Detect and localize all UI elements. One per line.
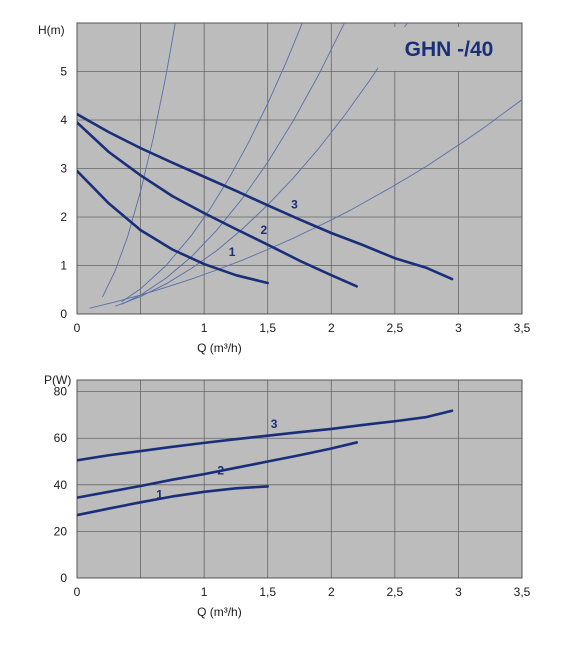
x-axis-title: Q (m³/h) (197, 605, 242, 619)
y-tick-label: 3 (60, 162, 67, 176)
curve-1 (77, 169, 270, 285)
x-tick-label: 2 (328, 321, 335, 335)
curve-2 (77, 121, 359, 288)
system-curve (114, 23, 408, 307)
plot-frame (76, 22, 523, 315)
y-tick-label: 5 (60, 65, 67, 79)
y-tick-label: 1 (60, 259, 67, 273)
x-tick-label: 3,5 (514, 321, 531, 335)
x-tick-label: 0 (74, 585, 81, 599)
plot-content (77, 23, 522, 309)
curve-3 (77, 112, 454, 281)
curve-label-3: 3 (271, 417, 278, 431)
chart-title: GHN -/40 (405, 38, 494, 61)
x-tick-label: 2 (328, 585, 335, 599)
system-curve (121, 23, 303, 303)
x-tick-label: 0 (74, 321, 81, 335)
y-tick-label: 20 (54, 524, 68, 538)
y-tick-label: 0 (60, 307, 67, 321)
head-chart: GHN -/40 1 2 3 0 1 2 3 4 5 0 1 1,5 2 2,5 3 3,5 H(m) Q (m³/… (38, 22, 531, 355)
curve-label-3: 3 (291, 197, 298, 211)
power-chart: 1 2 3 0 20 40 60 80 0 1 1,5 2 2,5 3 3,5 P(W) Q (m³/h) (44, 373, 531, 619)
curve-label-1: 1 (156, 487, 163, 501)
y-tick-label: 2 (60, 210, 67, 224)
x-tick-label: 1,5 (259, 585, 276, 599)
curve-2 (77, 441, 359, 499)
y-tick-label: 0 (60, 571, 67, 585)
curve-3 (77, 409, 454, 462)
title-box (378, 27, 520, 71)
x-tick-label: 2,5 (387, 321, 404, 335)
curve-label-2: 2 (217, 463, 224, 477)
x-tick-label: 3 (455, 321, 462, 335)
y-axis-title: H(m) (38, 23, 65, 37)
plot-area (77, 380, 522, 578)
curve-label-1: 1 (229, 245, 236, 259)
x-tick-label: 2,5 (387, 585, 404, 599)
plot-frame (76, 379, 523, 579)
system-curve (102, 23, 176, 298)
plot-content (77, 409, 454, 517)
x-tick-label: 1 (201, 585, 208, 599)
y-tick-label: 40 (54, 478, 68, 492)
system-curve (121, 23, 345, 305)
x-tick-label: 1 (201, 321, 208, 335)
y-tick-label: 80 (54, 385, 68, 399)
x-axis-title: Q (m³/h) (197, 341, 242, 355)
system-curve (89, 99, 522, 309)
y-tick-label: 60 (54, 431, 68, 445)
y-axis-title: P(W) (44, 373, 71, 387)
x-tick-label: 3,5 (514, 585, 531, 599)
curve-label-2: 2 (261, 223, 268, 237)
curve-1 (77, 485, 270, 517)
x-tick-label: 3 (455, 585, 462, 599)
y-tick-label: 4 (60, 113, 67, 127)
x-tick-label: 1,5 (259, 321, 276, 335)
